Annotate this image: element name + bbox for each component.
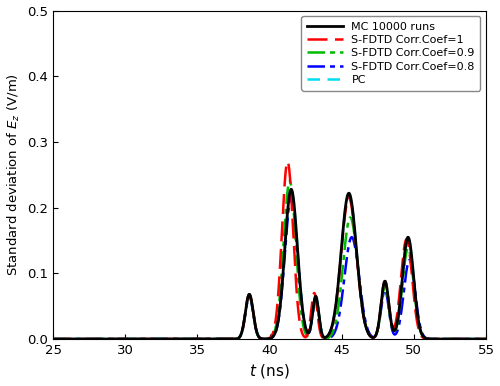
S-FDTD Corr.Coef=1 [100,337,105,341]
S-FDTD Corr.Coef=0.9 [483,337,489,341]
S-FDTD Corr.Coef=0.8 [474,337,480,341]
S-FDTD Corr.Coef=0.8 [50,337,56,341]
S-FDTD Corr.Coef=0.8 [235,336,241,341]
S-FDTD Corr.Coef=0.9 [100,337,105,341]
S-FDTD Corr.Coef=1 [216,337,222,341]
S-FDTD Corr.Coef=0.8 [216,337,222,341]
S-FDTD Corr.Coef=0.8 [100,337,105,341]
MC 10000 runs [288,187,294,191]
MC 10000 runs [483,337,489,341]
Line: PC: PC [53,191,486,339]
Line: S-FDTD Corr.Coef=1: S-FDTD Corr.Coef=1 [53,162,486,339]
MC 10000 runs [100,337,105,341]
PC [125,337,131,341]
S-FDTD Corr.Coef=1 [125,337,131,341]
PC [474,337,480,341]
MC 10000 runs [235,336,241,341]
PC [288,189,294,193]
S-FDTD Corr.Coef=0.9 [474,337,480,341]
MC 10000 runs [428,337,434,341]
S-FDTD Corr.Coef=0.9 [216,337,222,341]
S-FDTD Corr.Coef=0.9 [50,337,56,341]
Y-axis label: Standard deviation of $E_z$ (V/m): Standard deviation of $E_z$ (V/m) [6,73,22,276]
MC 10000 runs [474,337,480,341]
S-FDTD Corr.Coef=0.8 [125,337,131,341]
S-FDTD Corr.Coef=0.9 [428,337,434,341]
MC 10000 runs [216,337,222,341]
S-FDTD Corr.Coef=0.8 [483,337,489,341]
S-FDTD Corr.Coef=1 [50,337,56,341]
Line: S-FDTD Corr.Coef=0.8: S-FDTD Corr.Coef=0.8 [53,198,486,339]
X-axis label: $t$ (ns): $t$ (ns) [249,362,290,381]
S-FDTD Corr.Coef=0.8 [288,195,294,200]
PC [483,337,489,341]
S-FDTD Corr.Coef=1 [235,336,241,341]
S-FDTD Corr.Coef=0.9 [235,336,241,341]
PC [216,337,222,341]
S-FDTD Corr.Coef=1 [474,337,480,341]
Line: S-FDTD Corr.Coef=0.9: S-FDTD Corr.Coef=0.9 [53,181,486,339]
S-FDTD Corr.Coef=0.8 [428,337,434,341]
S-FDTD Corr.Coef=1 [428,337,434,341]
PC [100,337,105,341]
PC [428,337,434,341]
MC 10000 runs [125,337,131,341]
S-FDTD Corr.Coef=1 [284,159,290,164]
Line: MC 10000 runs: MC 10000 runs [53,189,486,339]
PC [235,336,241,341]
MC 10000 runs [50,337,56,341]
S-FDTD Corr.Coef=1 [483,337,489,341]
S-FDTD Corr.Coef=0.9 [286,179,292,184]
Legend: MC 10000 runs, S-FDTD Corr.Coef=1, S-FDTD Corr.Coef=0.9, S-FDTD Corr.Coef=0.8, P: MC 10000 runs, S-FDTD Corr.Coef=1, S-FDT… [302,16,480,91]
PC [50,337,56,341]
S-FDTD Corr.Coef=0.9 [125,337,131,341]
